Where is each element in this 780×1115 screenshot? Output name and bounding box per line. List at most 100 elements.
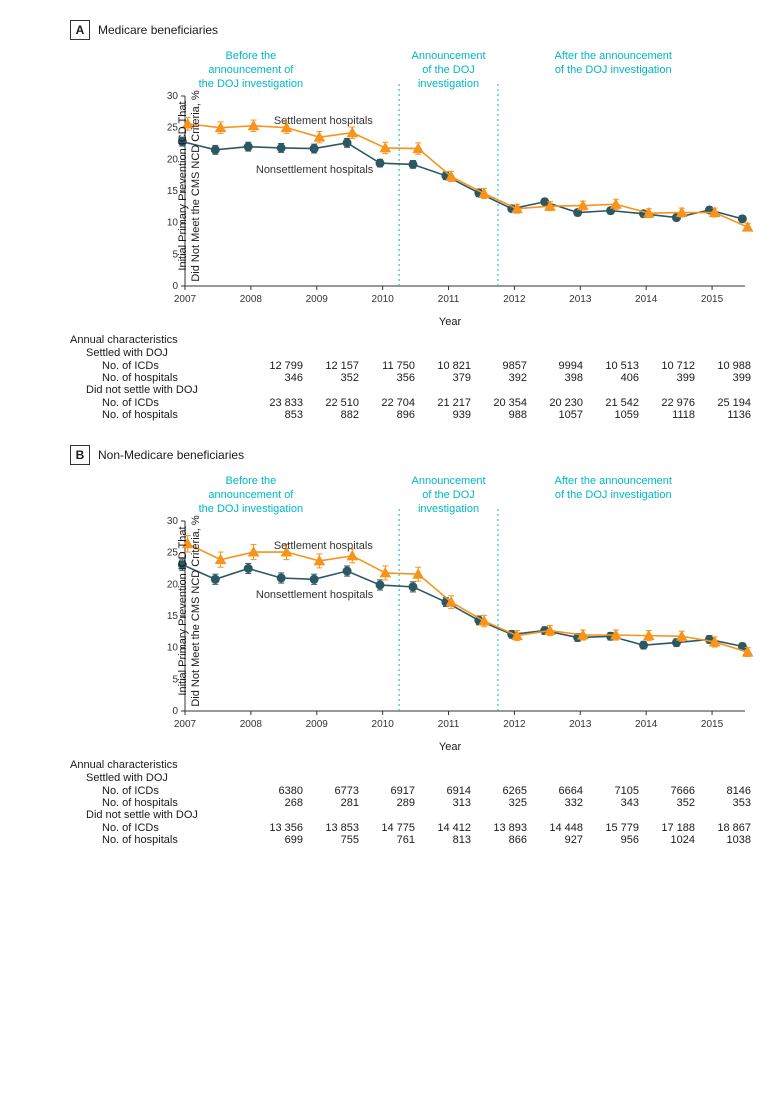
cell: 988 <box>471 409 527 421</box>
cell: 406 <box>583 372 639 384</box>
row-label: No. of ICDs <box>102 785 247 797</box>
table-row: No. of hospitals853882896939988105710591… <box>70 409 760 421</box>
row-label: No. of hospitals <box>102 834 247 846</box>
cell: 6265 <box>471 785 527 797</box>
chart: 0510152025302007200820092010201120122013… <box>140 46 760 326</box>
cell: 352 <box>639 797 695 809</box>
cell: 1057 <box>527 409 583 421</box>
svg-text:2013: 2013 <box>569 719 592 730</box>
table-header: Annual characteristics <box>70 334 760 346</box>
table-header: Annual characteristics <box>70 759 760 771</box>
phase-label: Announcementof the DOJinvestigation <box>379 50 519 91</box>
cell: 927 <box>527 834 583 846</box>
cell: 853 <box>247 409 303 421</box>
panel-letter: A <box>70 20 90 40</box>
cell: 7105 <box>583 785 639 797</box>
table-header: Settled with DOJ <box>86 772 760 784</box>
cell: 13 356 <box>247 822 303 834</box>
cell: 13 853 <box>303 822 359 834</box>
table-header: Did not settle with DOJ <box>86 384 760 396</box>
cell: 268 <box>247 797 303 809</box>
cell: 12 157 <box>303 360 359 372</box>
cell: 1024 <box>639 834 695 846</box>
cell: 398 <box>527 372 583 384</box>
cell: 379 <box>415 372 471 384</box>
cell: 755 <box>303 834 359 846</box>
panel-title: Non-Medicare beneficiaries <box>98 448 244 462</box>
cell: 22 976 <box>639 397 695 409</box>
cell: 9994 <box>527 360 583 372</box>
panel-a: AMedicare beneficiaries05101520253020072… <box>20 20 760 421</box>
cell: 761 <box>359 834 415 846</box>
cell: 332 <box>527 797 583 809</box>
svg-text:2009: 2009 <box>306 294 329 305</box>
cell: 23 833 <box>247 397 303 409</box>
cell: 866 <box>471 834 527 846</box>
row-label: No. of ICDs <box>102 360 247 372</box>
cell: 10 988 <box>695 360 751 372</box>
cell: 1136 <box>695 409 751 421</box>
cell: 1038 <box>695 834 751 846</box>
cell: 14 412 <box>415 822 471 834</box>
cell: 325 <box>471 797 527 809</box>
row-label: No. of ICDs <box>102 822 247 834</box>
cell: 289 <box>359 797 415 809</box>
row-label: No. of hospitals <box>102 797 247 809</box>
series-label: Settlement hospitals <box>274 540 373 552</box>
cell: 399 <box>639 372 695 384</box>
cell: 956 <box>583 834 639 846</box>
series-label: Settlement hospitals <box>274 115 373 127</box>
y-axis-label: Initial Primary Prevention ICD ThatDid N… <box>177 501 203 721</box>
row-label: No. of hospitals <box>102 372 247 384</box>
table-header: Did not settle with DOJ <box>86 809 760 821</box>
row-label: No. of ICDs <box>102 397 247 409</box>
svg-text:2012: 2012 <box>503 294 526 305</box>
cell: 11 750 <box>359 360 415 372</box>
y-axis-label: Initial Primary Prevention ICD ThatDid N… <box>177 76 203 296</box>
cell: 699 <box>247 834 303 846</box>
x-axis-label: Year <box>439 741 461 753</box>
cell: 6380 <box>247 785 303 797</box>
cell: 882 <box>303 409 359 421</box>
svg-text:2008: 2008 <box>240 294 263 305</box>
cell: 8146 <box>695 785 751 797</box>
series-label: Nonsettlement hospitals <box>256 589 373 601</box>
table-row: No. of ICDs23 83322 51022 70421 21720 35… <box>70 397 760 409</box>
table-row: No. of hospitals346352356379392398406399… <box>70 372 760 384</box>
cell: 343 <box>583 797 639 809</box>
table-row: No. of ICDs12 79912 15711 75010 82198579… <box>70 360 760 372</box>
svg-text:2009: 2009 <box>306 719 329 730</box>
cell: 6914 <box>415 785 471 797</box>
cell: 896 <box>359 409 415 421</box>
phase-label: After the announcementof the DOJ investi… <box>543 50 683 78</box>
table-row: No. of hospitals268281289313325332343352… <box>70 797 760 809</box>
cell: 21 542 <box>583 397 639 409</box>
cell: 346 <box>247 372 303 384</box>
cell: 352 <box>303 372 359 384</box>
annual-characteristics-table: Annual characteristicsSettled with DOJNo… <box>70 334 760 421</box>
svg-text:2014: 2014 <box>635 719 658 730</box>
cell: 281 <box>303 797 359 809</box>
cell: 356 <box>359 372 415 384</box>
cell: 6664 <box>527 785 583 797</box>
svg-text:2013: 2013 <box>569 294 592 305</box>
table-row: No. of hospitals699755761813866927956102… <box>70 834 760 846</box>
row-label: No. of hospitals <box>102 409 247 421</box>
cell: 14 448 <box>527 822 583 834</box>
annual-characteristics-table: Annual characteristicsSettled with DOJNo… <box>70 759 760 846</box>
panel-b: BNon-Medicare beneficiaries0510152025302… <box>20 445 760 846</box>
cell: 7666 <box>639 785 695 797</box>
cell: 10 712 <box>639 360 695 372</box>
cell: 15 779 <box>583 822 639 834</box>
cell: 22 704 <box>359 397 415 409</box>
phase-label: Announcementof the DOJinvestigation <box>379 475 519 516</box>
cell: 22 510 <box>303 397 359 409</box>
svg-text:2011: 2011 <box>438 719 460 730</box>
cell: 392 <box>471 372 527 384</box>
table-row: No. of ICDs13 35613 85314 77514 41213 89… <box>70 822 760 834</box>
cell: 25 194 <box>695 397 751 409</box>
cell: 10 821 <box>415 360 471 372</box>
cell: 17 188 <box>639 822 695 834</box>
cell: 1118 <box>639 409 695 421</box>
x-axis-label: Year <box>439 316 461 328</box>
